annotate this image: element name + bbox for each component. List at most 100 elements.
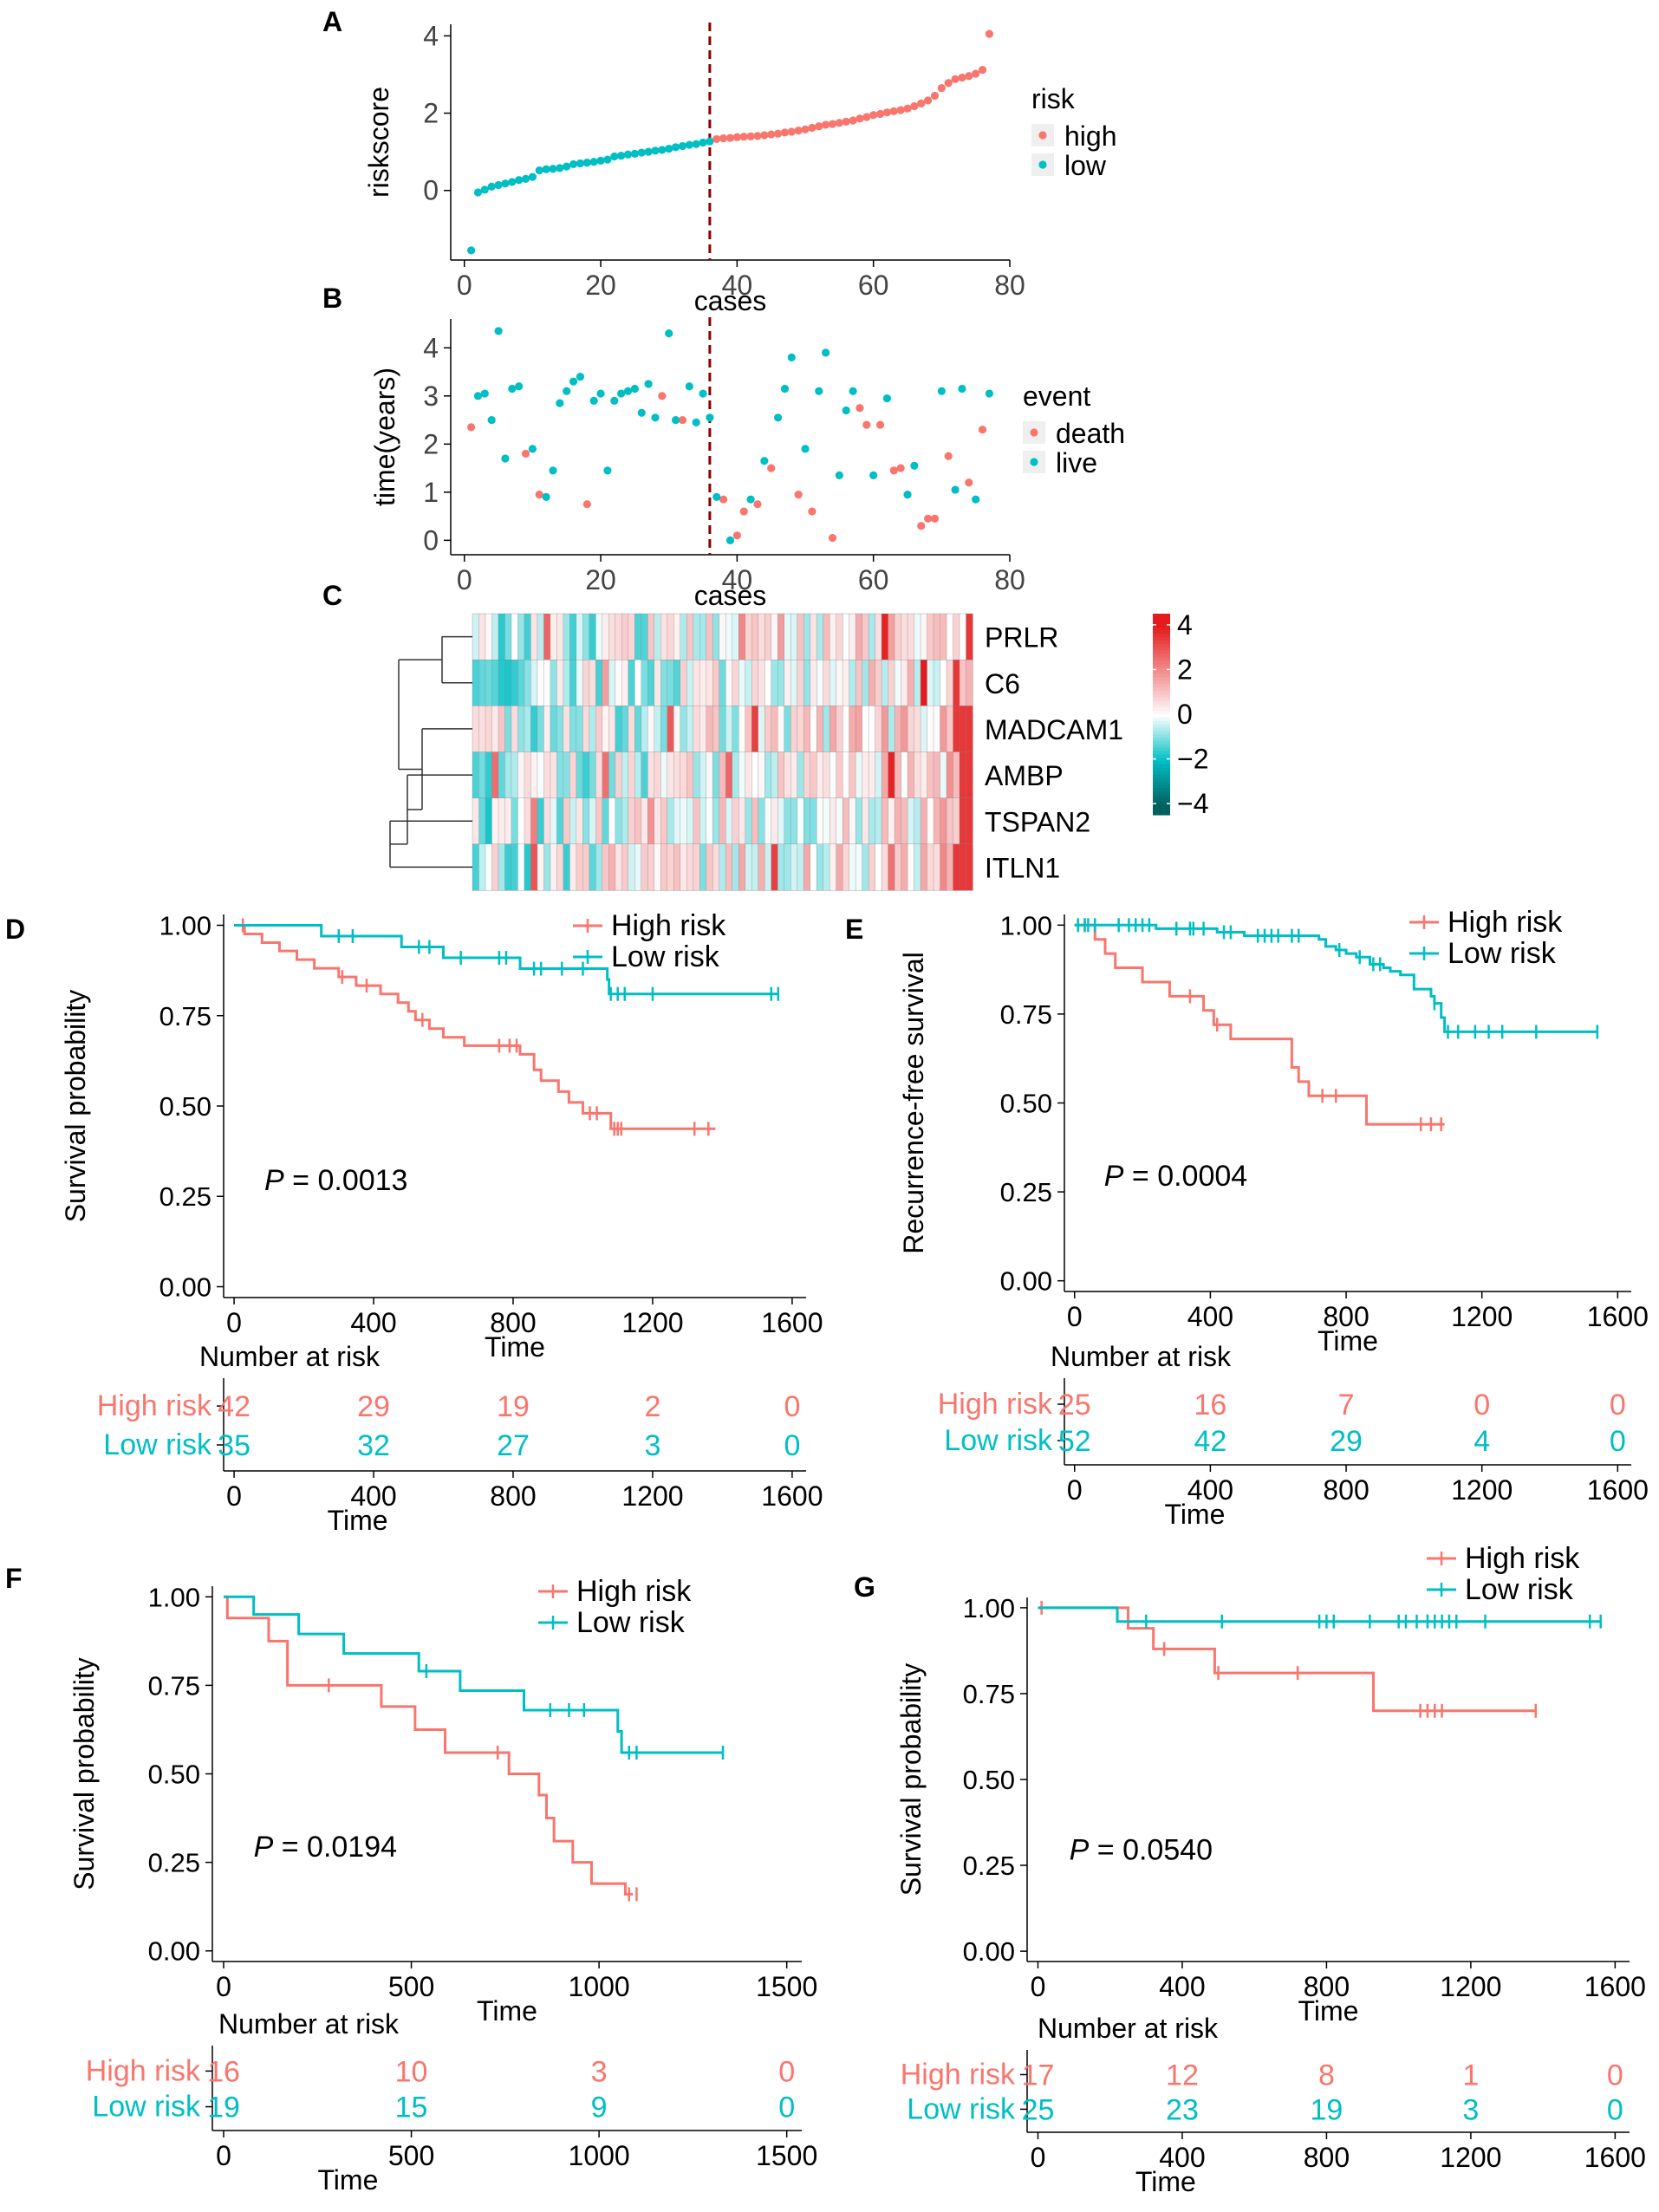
heatmap-cell — [504, 706, 512, 753]
heatmap-cell — [836, 843, 843, 891]
heatmap-cell — [946, 797, 954, 845]
heatmap-cell — [582, 659, 590, 706]
heatmap-cell — [530, 843, 538, 891]
heatmap-cell — [920, 659, 928, 706]
heatmap-cell — [706, 797, 713, 845]
heatmap-cell — [485, 613, 493, 660]
risk-table-row-label: High risk — [938, 1388, 1053, 1421]
color-scale-step — [1153, 797, 1170, 803]
risk-table-value: 10 — [395, 2055, 428, 2088]
heatmap-cell — [829, 659, 837, 706]
risk-table-x-tick-label: 0 — [226, 1480, 242, 1512]
heatmap-cell — [920, 706, 928, 753]
heatmap-cell — [686, 659, 694, 706]
heatmap-cell — [771, 706, 778, 753]
heatmap-cell — [615, 613, 622, 660]
risk-table-value: 29 — [357, 1390, 390, 1423]
heatmap-cell — [589, 706, 596, 753]
point-death — [856, 404, 864, 413]
point-high — [903, 104, 912, 113]
heatmap-cell — [478, 797, 486, 845]
x-tick-label: 20 — [585, 564, 616, 595]
heatmap-cell — [719, 613, 726, 660]
y-tick-label: 0.75 — [963, 1679, 1015, 1709]
heatmap-cell — [517, 843, 525, 891]
color-scale-step — [1153, 667, 1170, 672]
point-death — [965, 478, 973, 487]
panel-label-f: F — [5, 1563, 23, 1594]
point-death — [535, 491, 543, 499]
heatmap-cell — [699, 751, 707, 799]
heatmap-cell — [556, 843, 564, 891]
heatmap-cell — [953, 751, 960, 799]
risk-table-value: 9 — [591, 2092, 608, 2124]
point-high — [972, 69, 980, 78]
risk-table-value: 42 — [1194, 1425, 1226, 1458]
km-g: 0.000.250.500.751.000 400 800 1200 1600TimeS… — [895, 1542, 1646, 2197]
point-live — [801, 445, 810, 453]
heatmap-cell — [485, 706, 493, 753]
heatmap-cell — [946, 613, 954, 660]
panel-label-c: C — [322, 580, 342, 611]
heatmap-cell — [927, 613, 934, 660]
heatmap-cell — [485, 751, 493, 799]
x-tick-label: 0 — [216, 1971, 231, 2002]
point-low — [473, 188, 483, 197]
heatmap-cell — [654, 843, 661, 891]
heatmap-cell — [641, 797, 648, 845]
point-low — [651, 146, 660, 155]
point-death — [658, 392, 667, 400]
heatmap-cell — [816, 797, 824, 845]
heatmap-cell — [758, 659, 765, 706]
legend-label-low: low — [1064, 150, 1107, 181]
risk-table-value: 19 — [497, 1390, 530, 1423]
x-tick-label: 0 — [1067, 1301, 1083, 1332]
heatmap-cell — [810, 797, 817, 845]
color-scale-step — [1153, 654, 1170, 658]
heatmap-cell — [888, 706, 895, 753]
y-tick-label: 0 — [423, 524, 439, 556]
heatmap-cell — [660, 613, 668, 660]
heatmap-cell — [647, 751, 655, 799]
heatmap-cell — [842, 751, 850, 799]
heatmap-cell — [868, 843, 876, 891]
heatmap-cell — [907, 659, 915, 706]
heatmap-cell — [667, 659, 674, 706]
heatmap-cell — [738, 751, 746, 799]
heatmap-cell — [498, 797, 506, 845]
heatmap-cell — [790, 751, 798, 799]
heatmap-cell — [732, 659, 739, 706]
y-tick-label: 4 — [423, 332, 439, 363]
p-value-text: P = 0.0194 — [254, 1831, 397, 1864]
color-scale-step — [1153, 650, 1170, 654]
heatmap-cell — [758, 843, 765, 891]
heatmap-cell — [946, 659, 954, 706]
heatmap-cell — [543, 659, 551, 706]
heatmap-row-label: C6 — [985, 668, 1020, 699]
heatmap-cell — [745, 797, 752, 845]
heatmap-cell — [959, 706, 967, 753]
y-tick-label: 0.00 — [1000, 1266, 1052, 1297]
heatmap-cell — [933, 659, 941, 706]
color-scale-step — [1153, 731, 1170, 735]
point-death — [521, 449, 530, 459]
risk-table-value: 0 — [784, 1390, 800, 1423]
heatmap-cell — [810, 706, 817, 753]
heatmap-cell — [712, 659, 720, 706]
heatmap-cell — [699, 797, 707, 845]
x-tick-label: 400 — [350, 1307, 396, 1338]
point-high — [719, 133, 728, 143]
color-scale-step — [1153, 714, 1170, 719]
color-scale-step — [1153, 690, 1170, 695]
heatmap-cell — [589, 751, 596, 799]
heatmap-cell — [628, 843, 635, 891]
point-low — [644, 147, 653, 156]
risk-table-value: 2 — [644, 1390, 660, 1423]
heatmap-cell — [777, 613, 785, 660]
heatmap-cell — [472, 613, 480, 660]
risk-table-x-title: Time — [328, 1505, 388, 1536]
heatmap-cell — [881, 843, 889, 891]
heatmap-cell — [576, 613, 583, 660]
point-high — [739, 133, 748, 141]
